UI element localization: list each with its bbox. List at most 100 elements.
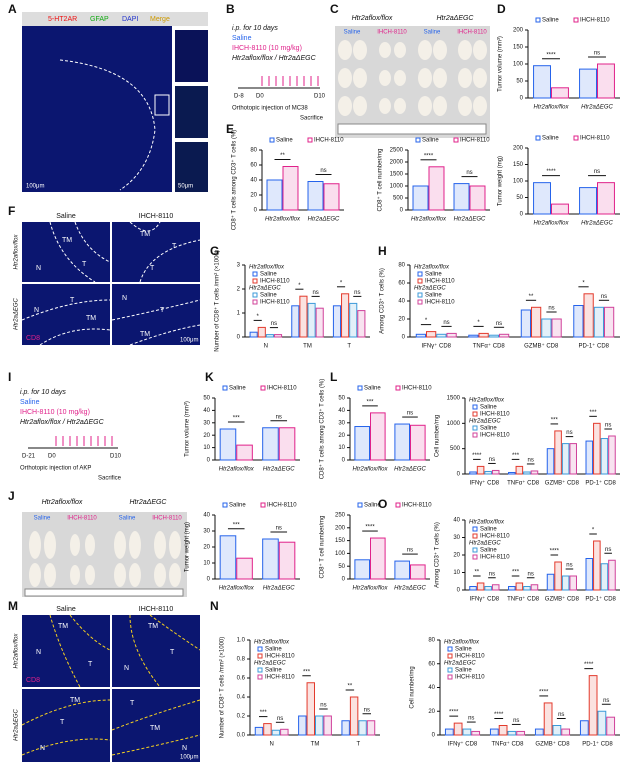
panel-label: K — [205, 370, 214, 384]
legend-label: IHCH-8110 — [425, 300, 455, 306]
bar — [523, 586, 531, 591]
row-label: Htr2aflox/flox — [14, 233, 20, 269]
x-tick-label: GZMB⁺ CD8 — [524, 343, 559, 350]
bar — [515, 582, 524, 591]
y-tick-label: 20 — [428, 709, 435, 715]
mice: Htr2aflox/flox / Htr2aΔEGC — [232, 55, 317, 62]
bar — [491, 584, 500, 591]
mark — [433, 68, 447, 88]
mark — [379, 98, 391, 114]
bar — [394, 423, 410, 461]
legend-swatch — [472, 554, 478, 560]
day: D-8 — [234, 94, 244, 100]
bar — [573, 305, 584, 338]
y-axis-label: Tumor weight (mg) — [498, 156, 504, 206]
drug: IHCH-8110 (10 mg/kg) — [20, 409, 90, 416]
bar — [488, 334, 499, 338]
bar — [323, 183, 340, 211]
legend-bar — [22, 12, 208, 26]
bar — [358, 720, 367, 736]
legend-label: Saline — [480, 527, 497, 533]
bar — [569, 443, 577, 475]
bar — [597, 710, 607, 736]
mark — [458, 40, 472, 60]
legend-swatch — [472, 526, 478, 532]
y-tick-label: 200 — [513, 146, 524, 152]
significance: ns — [354, 290, 360, 296]
bar — [332, 305, 342, 338]
column-label: IHCH-8110 — [139, 606, 174, 613]
mark — [433, 40, 447, 60]
y-axis-label: Tumor weight (mg) — [185, 522, 191, 572]
treatment: IHCH-8110 — [67, 516, 97, 522]
group: Htr2aflox/flox — [42, 499, 83, 506]
bar — [541, 318, 552, 338]
legend-swatch — [447, 674, 453, 680]
y-axis-label: Among CD3⁺ T cells (%) — [434, 522, 441, 588]
y-tick-label: 20 — [338, 433, 345, 439]
bar — [603, 306, 615, 338]
panel-label: G — [210, 244, 219, 258]
y-tick-label: 2500 — [390, 148, 404, 154]
y-tick-label: 100 — [335, 551, 346, 557]
significance: ** — [348, 684, 353, 690]
x-tick-label: Htr2aflox/flox — [219, 467, 255, 473]
legend-swatch — [252, 271, 258, 277]
legend-swatch — [252, 299, 258, 305]
bar — [298, 715, 307, 736]
bar — [315, 715, 324, 736]
mark — [473, 96, 487, 116]
mark — [44, 531, 56, 559]
legend-label: IHCH-8110 — [580, 136, 610, 142]
region: N — [182, 745, 187, 752]
legend-label: Saline — [455, 668, 472, 674]
legend-group: Htr2aΔEGC — [469, 419, 501, 425]
bar — [608, 559, 616, 591]
x-tick-label: IFNγ⁺ CD8 — [470, 480, 500, 487]
significance: **** — [365, 525, 375, 531]
bar — [462, 728, 472, 736]
significance: ns — [364, 707, 370, 713]
x-tick-label: PD-1⁺ CD8 — [585, 596, 616, 603]
bar — [262, 538, 279, 580]
injections — [55, 436, 113, 446]
panel-label: F — [8, 204, 15, 218]
significance: *** — [366, 399, 374, 405]
mark — [473, 40, 487, 60]
legend-label: IHCH-8110 — [460, 138, 490, 144]
x-tick-label: Htr2aΔEGC — [308, 217, 340, 223]
bar — [307, 181, 324, 211]
micrograph — [112, 615, 200, 687]
legend-label: Saline — [276, 138, 293, 144]
y-axis-label: CD8⁺ T cells among CD3⁺ T cells (%) — [231, 130, 238, 231]
significance: ns — [528, 458, 534, 464]
significance: ns — [277, 716, 283, 722]
legend-swatch — [222, 385, 228, 391]
bar — [551, 318, 562, 338]
scale-bar: 100μm — [26, 184, 44, 190]
bar — [546, 573, 555, 591]
bar — [249, 331, 258, 338]
legend-swatch — [573, 17, 579, 23]
row-label: Htr2aΔEGC — [14, 297, 20, 329]
legend-label: IHCH-8110 — [455, 675, 485, 681]
significance: ns — [407, 411, 413, 417]
bar — [263, 723, 272, 736]
tumors — [338, 40, 487, 116]
scale-bar: 50μm — [178, 184, 193, 190]
bar — [489, 728, 499, 736]
y-tick-label: 40 — [338, 408, 345, 414]
y-tick-label: 0.6 — [237, 676, 246, 682]
boundary — [59, 59, 156, 191]
bar — [543, 702, 553, 736]
legend-label: IHCH-8110 — [402, 503, 432, 509]
inset-box — [154, 94, 170, 116]
injections — [261, 76, 319, 86]
group: Htr2aΔEGC — [437, 15, 475, 22]
bar — [533, 65, 551, 99]
bar — [266, 179, 283, 211]
mark — [85, 565, 95, 585]
region: N — [40, 745, 45, 752]
significance: * — [425, 318, 428, 324]
y-tick-label: 30 — [203, 529, 210, 535]
